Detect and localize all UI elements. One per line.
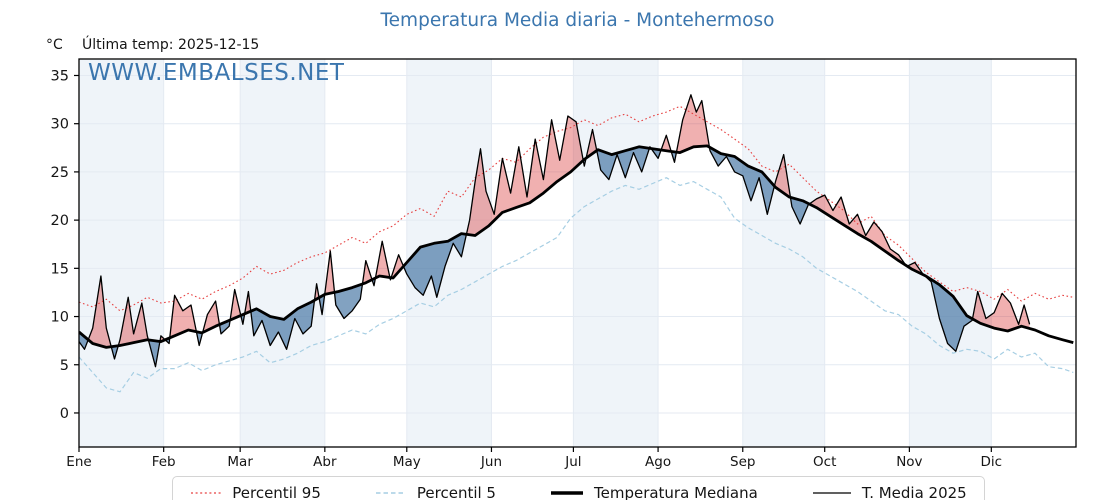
legend-label-percentil-5: Percentil 5 (416, 484, 496, 500)
x-tick-label: Ago (645, 454, 671, 470)
y-tick-label: 25 (51, 165, 69, 181)
percentil-95-line (79, 105, 1074, 312)
x-tick-label: Ene (66, 454, 91, 470)
x-tick-label: May (393, 454, 421, 470)
month-band (742, 59, 825, 447)
legend-item-percentil-5: Percentil 5 (375, 484, 496, 500)
y-tick-label: 10 (51, 310, 69, 326)
x-tick-label: Jun (480, 454, 502, 470)
mediana-line-icon (550, 491, 583, 495)
page-title: Temperatura Media diaria - Montehermoso (380, 10, 775, 31)
t-media-2025-line-icon (812, 492, 851, 494)
x-tick-label: Sep (730, 454, 755, 470)
legend-item-t-media-2025: T. Media 2025 (812, 484, 967, 500)
x-tick-label: Jul (564, 454, 581, 470)
month-band (240, 59, 325, 447)
fill-below-median (79, 145, 1030, 367)
y-tick-label: 30 (51, 117, 69, 133)
y-tick-label: 5 (60, 358, 69, 374)
last-temp-label: Última temp: 2025-12-15 (82, 37, 260, 53)
x-tick-label: Nov (896, 454, 922, 470)
y-tick-label: 15 (51, 261, 69, 277)
y-tick-label: 35 (51, 68, 69, 84)
plot-layer (79, 94, 1074, 393)
x-tick-label: Feb (152, 454, 176, 470)
legend-label-percentil-95: Percentil 95 (232, 484, 321, 500)
y-axis-unit-label: °C (46, 37, 63, 53)
x-tick-label: Oct (813, 454, 836, 470)
month-band (79, 59, 164, 447)
x-tick-label: Abr (313, 454, 337, 470)
legend-label-t-media-2025: T. Media 2025 (861, 484, 967, 500)
t-media-2025-line (79, 94, 1031, 368)
legend: Percentil 95 Percentil 5 Temperatura Med… (172, 476, 985, 500)
percentil-5-line (79, 177, 1074, 393)
legend-label-mediana: Temperatura Mediana (593, 484, 758, 500)
y-tick-label: 20 (51, 213, 69, 229)
legend-item-mediana: Temperatura Mediana (550, 484, 758, 500)
x-tick-label: Dic (981, 454, 1003, 470)
percentil-95-line-icon (191, 492, 222, 494)
y-tick-label: 0 (60, 406, 69, 422)
watermark: WWW.EMBALSES.NET (88, 60, 345, 86)
axis-border (78, 58, 1077, 448)
x-tick-label: Mar (227, 454, 253, 470)
percentil-5-line-icon (375, 492, 406, 494)
month-band (909, 59, 992, 447)
legend-item-percentil-95: Percentil 95 (190, 484, 321, 500)
